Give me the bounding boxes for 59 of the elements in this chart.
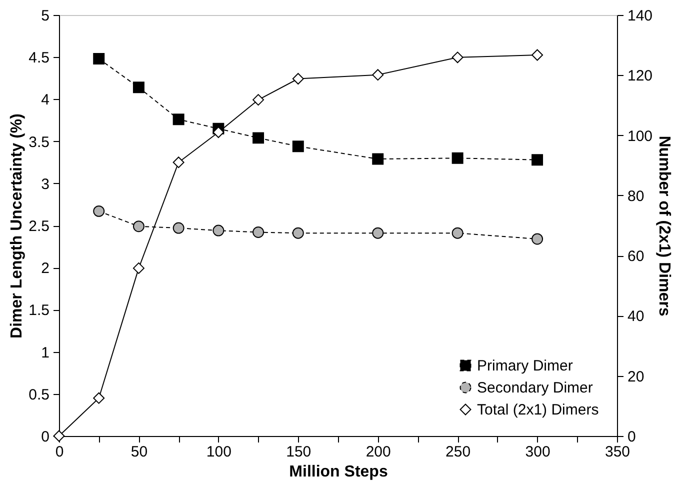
point — [93, 53, 105, 65]
point — [212, 126, 224, 138]
y-tick-label: 3.5 — [28, 134, 50, 151]
point — [252, 94, 264, 106]
point — [93, 392, 105, 404]
x-tick-label: 200 — [366, 444, 391, 460]
point — [172, 156, 184, 168]
legend-label: Total (2x1) Dimers — [477, 402, 599, 418]
y2-tick-label: 120 — [628, 68, 653, 85]
point — [452, 227, 464, 239]
point — [132, 262, 144, 274]
y2-tick-label: 40 — [628, 308, 644, 326]
y-tick-label: 1.5 — [28, 302, 50, 320]
y-tick-label: 4 — [41, 92, 50, 109]
point — [212, 224, 224, 236]
point — [532, 154, 544, 166]
x-tick-label: 150 — [286, 444, 312, 460]
y-tick-label: 1 — [41, 344, 50, 362]
x-tick-label: 350 — [604, 444, 630, 460]
x-axis-title: Million Steps — [289, 464, 388, 480]
point — [372, 227, 384, 239]
y-tick-label: 0 — [41, 428, 50, 446]
y2-tick-label: 0 — [628, 428, 636, 446]
legend-label: Primary Dimer — [477, 358, 573, 374]
point — [532, 233, 544, 245]
point — [292, 227, 304, 239]
y-tick-label: 2.5 — [28, 218, 50, 235]
point — [132, 82, 144, 94]
point — [452, 52, 464, 64]
point — [452, 152, 464, 164]
y-axis-title: Dimer Length Uncertainty (%) — [8, 114, 26, 338]
point — [252, 132, 264, 144]
y2-tick-label: 20 — [628, 368, 644, 386]
point — [252, 226, 264, 238]
point — [132, 220, 144, 232]
x-tick-label: 250 — [446, 444, 471, 460]
y2-tick-label: 100 — [628, 128, 653, 145]
y2-axis-title: Number of (2x1) Dimers — [656, 136, 673, 316]
point — [93, 205, 105, 217]
y2-tick-label: 60 — [628, 248, 644, 266]
y-tick-label: 2 — [41, 260, 50, 278]
legend-label: Secondary Dimer — [477, 380, 593, 396]
point — [372, 69, 384, 81]
x-tick-label: 100 — [206, 444, 232, 460]
point — [172, 222, 184, 234]
point — [172, 114, 184, 126]
x-tick-label: 300 — [525, 444, 550, 460]
y-tick-label: 4.5 — [28, 50, 50, 67]
x-tick-label: 50 — [130, 444, 148, 460]
y-tick-label: 3 — [41, 176, 50, 193]
point — [372, 153, 384, 165]
y-tick-label: 5 — [41, 8, 50, 24]
x-tick-label: 0 — [55, 444, 64, 460]
y-tick-label: 0.5 — [28, 386, 50, 404]
y2-tick-label: 140 — [628, 8, 653, 24]
point — [532, 49, 544, 61]
point — [292, 140, 304, 152]
point — [292, 73, 304, 84]
y2-tick-label: 80 — [628, 188, 644, 205]
